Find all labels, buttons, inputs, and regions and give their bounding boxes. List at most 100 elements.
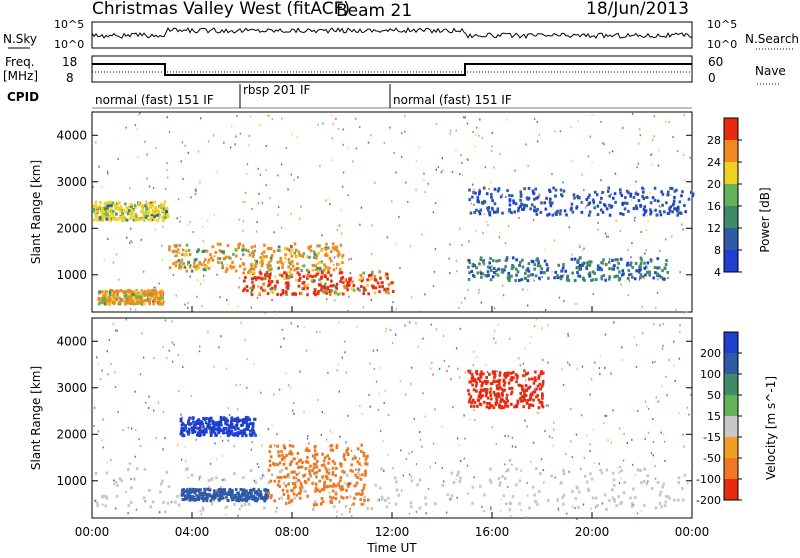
heatmap-cell [127, 504, 131, 508]
heatmap-cell [497, 379, 501, 383]
heatmap-cell [263, 243, 266, 247]
heatmap-cell [160, 300, 163, 304]
heatmap-cell [364, 471, 367, 475]
heatmap-speckle [213, 499, 215, 502]
heatmap-cell [322, 268, 326, 272]
heatmap-cell [329, 499, 333, 503]
heatmap-cell [162, 218, 165, 222]
heatmap-speckle [467, 289, 469, 292]
heatmap-speckle [287, 188, 289, 191]
heatmap-speckle [600, 179, 602, 182]
heatmap-cell [143, 467, 147, 471]
heatmap-cell [248, 418, 252, 422]
x-tick-label: 00:00 [675, 525, 710, 539]
heatmap-speckle [615, 219, 617, 222]
heatmap-speckle [296, 456, 299, 459]
heatmap-cell [318, 479, 322, 483]
heatmap-speckle [621, 358, 623, 361]
heatmap-cell [311, 469, 314, 473]
heatmap-cell [479, 403, 483, 407]
heatmap-speckle [591, 161, 593, 164]
heatmap-cell [116, 291, 119, 295]
heatmap-speckle [581, 249, 584, 252]
heatmap-cell [138, 300, 141, 304]
heatmap-cell [346, 284, 349, 288]
heatmap-speckle [637, 162, 640, 165]
heatmap-cell [473, 378, 477, 382]
heatmap-cell [434, 502, 437, 506]
heatmap-speckle [481, 137, 484, 140]
heatmap-cell [488, 213, 492, 217]
heatmap-speckle [168, 349, 170, 352]
heatmap-cell [493, 271, 496, 275]
heatmap-speckle [478, 134, 480, 137]
heatmap-cell [337, 484, 341, 488]
heatmap-speckle [504, 241, 507, 244]
heatmap-cell [524, 384, 528, 388]
heatmap-cell [272, 249, 276, 253]
heatmap-cell [250, 245, 254, 249]
heatmap-cell [340, 255, 344, 259]
heatmap-speckle [505, 196, 507, 199]
heatmap-cell [674, 207, 678, 211]
heatmap-cell [565, 278, 569, 282]
heatmap-cell [481, 388, 485, 392]
heatmap-cell [337, 251, 341, 255]
heatmap-speckle [288, 439, 291, 442]
heatmap-cell [288, 452, 291, 456]
heatmap-speckle [322, 122, 324, 125]
heatmap-speckle [665, 375, 667, 378]
heatmap-speckle [430, 367, 432, 370]
heatmap-cell [380, 495, 384, 499]
heatmap-speckle [631, 438, 633, 441]
heatmap-cell [334, 292, 338, 296]
heatmap-speckle [128, 462, 131, 465]
heatmap-cell [468, 198, 472, 202]
heatmap-cell [134, 290, 138, 294]
heatmap-cell [232, 265, 236, 269]
heatmap-cell [335, 262, 339, 266]
heatmap-speckle [261, 444, 263, 447]
heatmap-cell [490, 269, 493, 273]
heatmap-cell [219, 242, 222, 246]
heatmap-speckle [256, 221, 258, 224]
heatmap-cell [217, 425, 220, 429]
heatmap-speckle [181, 141, 184, 144]
heatmap-cell [510, 390, 514, 394]
heatmap-speckle [668, 359, 670, 362]
heatmap-cell [353, 484, 356, 488]
heatmap-cell [328, 256, 332, 260]
heatmap-cell [332, 496, 335, 500]
heatmap-cell [532, 381, 536, 385]
heatmap-cell [339, 267, 342, 271]
heatmap-speckle [299, 284, 301, 287]
heatmap-cell [226, 492, 229, 496]
heatmap-cell [354, 456, 357, 460]
heatmap-cell [619, 257, 623, 261]
heatmap-cell [217, 260, 220, 264]
heatmap-cell [512, 370, 515, 374]
heatmap-cell [253, 417, 257, 421]
heatmap-cell [476, 197, 480, 201]
heatmap-speckle [612, 409, 614, 412]
heatmap-speckle [257, 202, 260, 205]
heatmap-cell [279, 476, 283, 480]
heatmap-cell [105, 202, 108, 206]
heatmap-cell [629, 272, 633, 276]
heatmap-cell [197, 248, 200, 252]
heatmap-cell [218, 249, 222, 253]
heatmap-cell [318, 489, 322, 493]
heatmap-speckle [589, 393, 591, 396]
heatmap-speckle [608, 258, 611, 261]
heatmap-cell [641, 186, 644, 190]
heatmap-cell [600, 277, 604, 281]
heatmap-cell [230, 430, 234, 434]
heatmap-speckle [114, 371, 116, 374]
heatmap-speckle [490, 181, 492, 184]
heatmap-cell [304, 489, 307, 493]
heatmap-speckle [248, 250, 250, 253]
heatmap-cell [191, 487, 195, 491]
heatmap-speckle [511, 436, 514, 439]
heatmap-speckle [663, 279, 665, 282]
heatmap-cell [626, 263, 629, 267]
